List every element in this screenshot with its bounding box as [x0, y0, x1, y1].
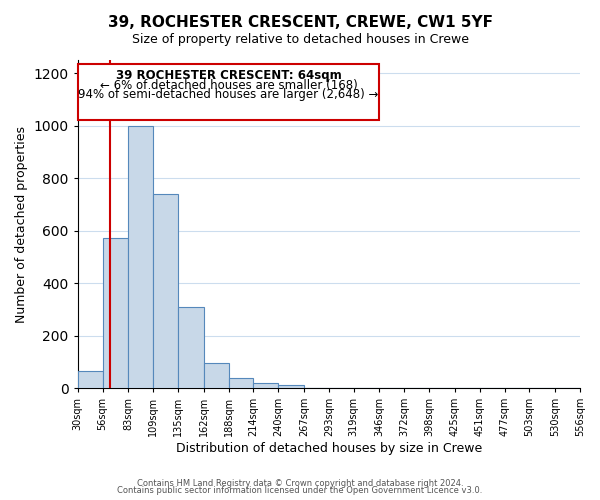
Y-axis label: Number of detached properties: Number of detached properties — [15, 126, 28, 322]
Bar — [178, 306, 204, 388]
Bar — [153, 194, 178, 388]
Bar — [278, 386, 304, 388]
Text: 39 ROCHESTER CRESCENT: 64sqm: 39 ROCHESTER CRESCENT: 64sqm — [116, 69, 341, 82]
Bar — [204, 363, 229, 388]
X-axis label: Distribution of detached houses by size in Crewe: Distribution of detached houses by size … — [176, 442, 482, 455]
Bar — [253, 383, 278, 388]
Text: 39, ROCHESTER CRESCENT, CREWE, CW1 5YF: 39, ROCHESTER CRESCENT, CREWE, CW1 5YF — [107, 15, 493, 30]
Text: ← 6% of detached houses are smaller (168): ← 6% of detached houses are smaller (168… — [100, 79, 358, 92]
Text: 94% of semi-detached houses are larger (2,648) →: 94% of semi-detached houses are larger (… — [79, 88, 379, 102]
FancyBboxPatch shape — [78, 64, 379, 120]
Bar — [128, 126, 153, 388]
Bar — [103, 238, 128, 388]
Text: Contains HM Land Registry data © Crown copyright and database right 2024.: Contains HM Land Registry data © Crown c… — [137, 478, 463, 488]
Bar — [78, 371, 103, 388]
Text: Size of property relative to detached houses in Crewe: Size of property relative to detached ho… — [131, 32, 469, 46]
Text: Contains public sector information licensed under the Open Government Licence v3: Contains public sector information licen… — [118, 486, 482, 495]
Bar — [229, 378, 253, 388]
